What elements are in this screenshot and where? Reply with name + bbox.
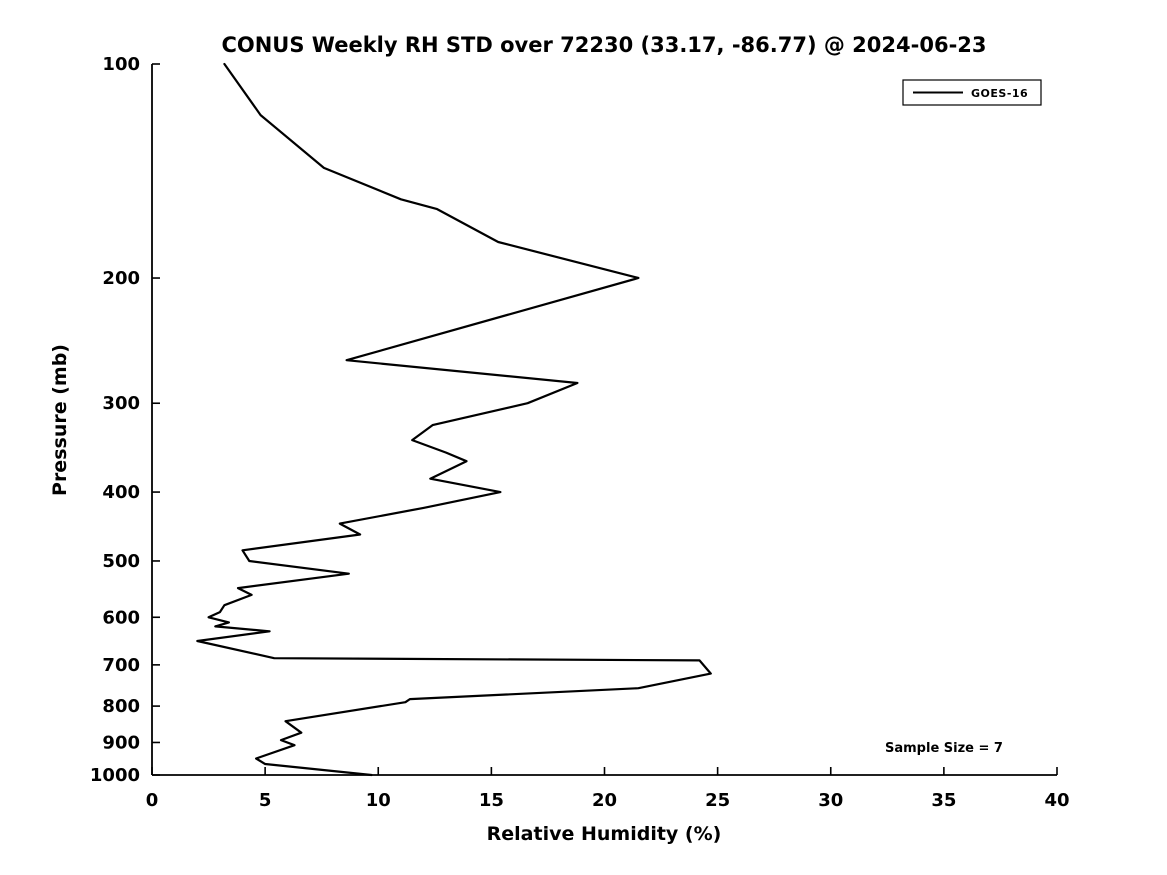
x-axis-label: Relative Humidity (%) <box>487 823 722 845</box>
x-tick-label: 25 <box>705 790 730 811</box>
legend-label: GOES-16 <box>971 87 1028 100</box>
x-tick-label: 35 <box>931 790 956 811</box>
y-tick-label: 100 <box>102 54 140 75</box>
chart-title: CONUS Weekly RH STD over 72230 (33.17, -… <box>221 33 986 57</box>
y-tick-label: 900 <box>102 732 140 753</box>
y-tick-label: 800 <box>102 696 140 717</box>
x-tick-label: 10 <box>366 790 391 811</box>
sample-size-annotation: Sample Size = 7 <box>885 741 1003 756</box>
x-tick-label: 0 <box>146 790 159 811</box>
y-axis-label: Pressure (mb) <box>49 344 71 496</box>
y-tick-label: 500 <box>102 551 140 572</box>
legend: GOES-16 <box>902 79 1042 106</box>
y-tick-label: 300 <box>102 393 140 414</box>
y-tick-label: 1000 <box>90 765 140 786</box>
goes16-series-line <box>196 62 712 777</box>
x-tick-label: 30 <box>818 790 843 811</box>
x-tick-label: 20 <box>592 790 617 811</box>
axis-ticks: 0 5 10 15 20 25 30 35 40 100 200 300 400 500 600 700 800… <box>90 54 1070 811</box>
x-tick-label: 15 <box>479 790 504 811</box>
x-tick-label: 5 <box>259 790 272 811</box>
y-tick-label: 400 <box>102 482 140 503</box>
y-tick-label: 700 <box>102 655 140 676</box>
x-tick-label: 40 <box>1044 790 1069 811</box>
y-tick-label: 200 <box>102 268 140 289</box>
y-tick-label: 600 <box>102 607 140 628</box>
plot-area <box>196 62 712 777</box>
